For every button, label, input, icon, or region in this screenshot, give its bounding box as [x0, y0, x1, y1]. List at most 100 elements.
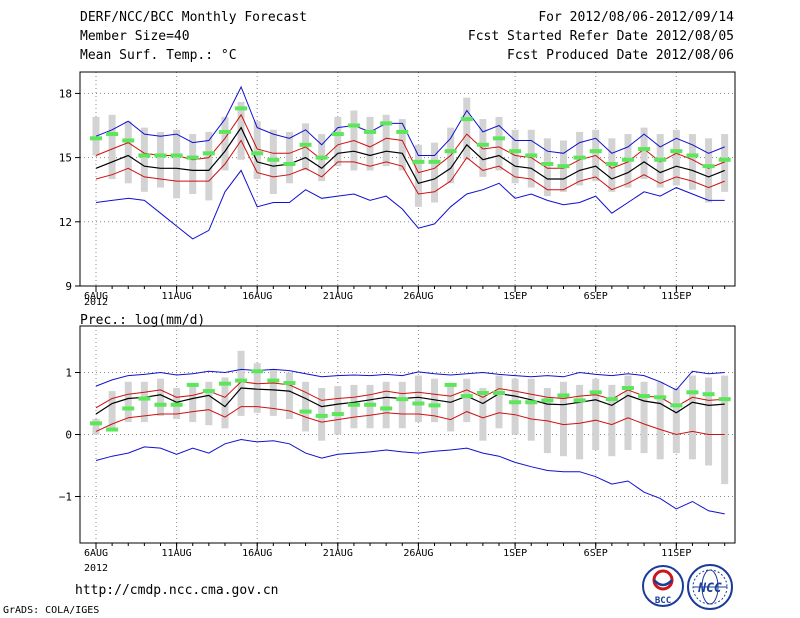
precip-observed-mark — [557, 393, 570, 398]
precip-observed-mark — [493, 390, 505, 395]
precip-observed-mark — [654, 395, 667, 400]
temp-observed-mark — [525, 153, 538, 158]
precip-member-box — [640, 381, 648, 454]
temp-member-box — [366, 116, 374, 171]
temp-plot-frame — [79, 71, 736, 287]
temp-member-box — [334, 116, 342, 167]
precip-observed-mark — [509, 400, 522, 405]
precip-member-box — [382, 381, 390, 429]
temp-observed-mark — [541, 162, 554, 167]
temp-ytick-label: 9 — [65, 280, 72, 293]
precip-member-box — [656, 381, 664, 460]
precip-observed-mark — [218, 381, 231, 386]
temp-observed-mark — [702, 164, 715, 169]
precip-observed-mark — [718, 397, 731, 402]
precip-member-box — [156, 378, 164, 416]
temp-lower-std-line — [95, 139, 725, 195]
temp-observed-mark — [460, 117, 473, 122]
precip-member-box — [463, 378, 471, 423]
temp-observed-mark — [396, 129, 409, 134]
temp-upper-std-line — [95, 113, 725, 174]
precip-year-label: 2012 — [84, 563, 108, 574]
precip-lower-extreme-line — [95, 438, 725, 515]
precip-xtick-label: 1SEP — [503, 548, 527, 559]
precip-member-box — [205, 381, 213, 426]
precip-observed-mark — [638, 394, 651, 399]
temp-member-box — [495, 116, 503, 171]
precip-member-box — [479, 388, 487, 441]
temp-upper-extreme-line — [95, 85, 725, 156]
precip-observed-mark — [202, 389, 215, 394]
precip-member-box — [108, 391, 116, 429]
temp-observed-mark — [251, 151, 264, 156]
temp-member-box — [721, 134, 729, 192]
temp-observed-mark — [718, 157, 731, 162]
precip-member-box — [269, 369, 277, 416]
precip-member-box — [189, 384, 197, 423]
temp-ytick-label: 12 — [59, 216, 72, 229]
temp-observed-mark — [621, 157, 634, 162]
temp-observed-mark — [428, 159, 441, 164]
bcc-logo: BCC — [642, 565, 684, 607]
precip-member-box — [559, 381, 567, 457]
bcc-logo-text: BCC — [655, 596, 671, 606]
temp-observed-mark — [186, 155, 199, 160]
forecast-period: For 2012/08/06-2012/09/14 — [538, 10, 734, 25]
precip-observed-mark — [364, 402, 377, 407]
ncc-logo: NCC — [687, 564, 733, 610]
temp-observed-mark — [283, 162, 296, 167]
precip-observed-mark — [299, 409, 312, 414]
precip-xtick-label: 6SEP — [584, 548, 608, 559]
temp-observed-mark — [138, 153, 151, 158]
temp-member-box — [640, 127, 648, 179]
fcst-produced-date: Fcst Produced Date 2012/08/06 — [507, 48, 734, 63]
precip-member-box — [495, 375, 503, 429]
temp-member-box — [479, 119, 487, 177]
temp-xtick-label: 11AUG — [162, 291, 192, 302]
precip-member-box — [398, 381, 406, 429]
precip-observed-mark — [267, 378, 280, 383]
precip-ensemble-mean-line — [95, 387, 725, 415]
precip-observed-mark — [396, 397, 409, 402]
precip-observed-mark — [154, 402, 167, 407]
temp-member-box — [511, 129, 519, 184]
temp-member-box — [237, 101, 245, 160]
precip-member-box — [140, 381, 148, 423]
temp-lower-extreme-line — [95, 169, 725, 240]
temp-observed-mark — [493, 136, 505, 141]
precip-observed-mark — [347, 402, 360, 407]
precip-xtick-label: 16AUG — [242, 548, 272, 559]
temp-observed-mark — [589, 149, 602, 154]
precip-observed-mark — [460, 394, 473, 399]
temp-member-box — [269, 129, 277, 194]
temp-observed-mark — [364, 129, 377, 134]
precip-observed-mark — [702, 392, 715, 397]
precip-observed-mark — [444, 382, 457, 387]
temp-member-box — [92, 116, 100, 156]
temp-xtick-label: 1SEP — [503, 291, 527, 302]
variable-label: Mean Surf. Temp.: °C — [80, 48, 237, 63]
temp-member-box — [398, 119, 406, 171]
precip-member-box — [592, 378, 600, 450]
source-url[interactable]: http://cmdp.ncc.cma.gov.cn — [75, 583, 279, 598]
precip-member-box — [285, 372, 293, 419]
temp-member-box — [463, 97, 471, 160]
precip-ytick-label: 0 — [65, 429, 72, 442]
temp-observed-mark — [476, 142, 489, 147]
temp-observed-mark — [170, 153, 183, 158]
temp-xtick-label: 6SEP — [584, 291, 608, 302]
precip-ytick-label: −1 — [59, 491, 72, 504]
temp-observed-mark — [106, 132, 119, 137]
temp-observed-mark — [557, 164, 570, 169]
precip-observed-mark — [428, 403, 441, 408]
temp-ytick-label: 15 — [59, 152, 72, 165]
precip-panel-title: Prec.: log(mm/d) — [80, 313, 205, 328]
precip-observed-mark — [605, 397, 618, 402]
precip-observed-mark — [122, 406, 135, 411]
precip-member-box — [527, 378, 535, 441]
precip-observed-mark — [476, 390, 489, 395]
temp-observed-mark — [267, 157, 280, 162]
precip-member-box — [705, 377, 713, 466]
precip-member-box — [608, 384, 616, 457]
temp-member-box — [253, 121, 261, 179]
